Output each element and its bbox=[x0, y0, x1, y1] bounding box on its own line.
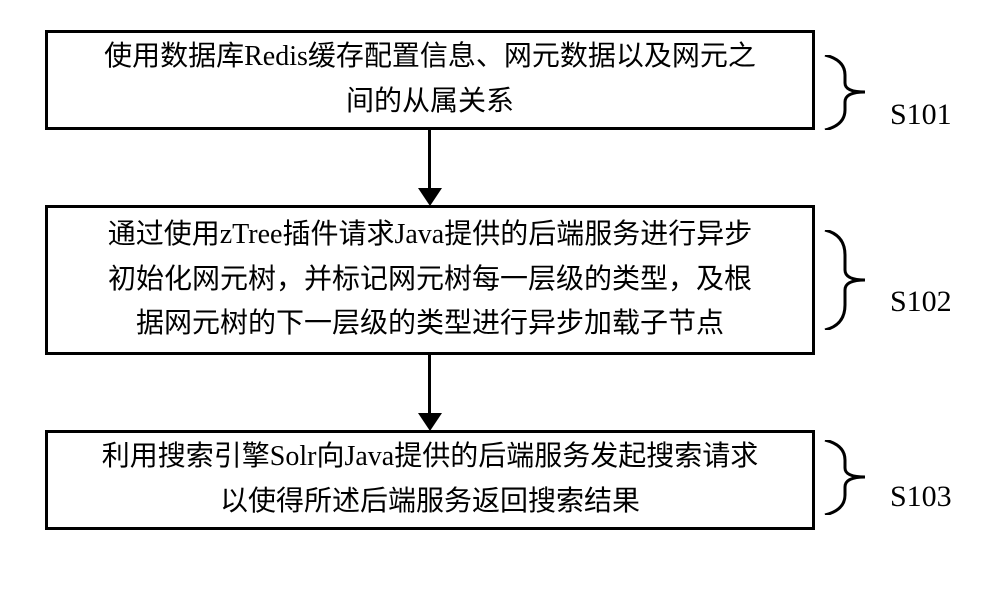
step-label-1: S101 bbox=[890, 98, 952, 132]
arrow-2-line bbox=[428, 355, 431, 415]
step-2-line2: 初始化网元树，并标记网元树每一层级的类型，及根 bbox=[108, 264, 752, 295]
step-label-2: S102 bbox=[890, 285, 952, 319]
step-1-line2: 间的从属关系 bbox=[346, 86, 514, 117]
step-2-line3: 据网元树的下一层级的类型进行异步加载子节点 bbox=[136, 308, 724, 339]
step-box-2: 通过使用zTree插件请求Java提供的后端服务进行异步 初始化网元树，并标记网… bbox=[45, 205, 815, 355]
step-2-line1: 通过使用zTree插件请求Java提供的后端服务进行异步 bbox=[108, 219, 752, 250]
arrow-2-head bbox=[418, 413, 442, 431]
step-2-text: 通过使用zTree插件请求Java提供的后端服务进行异步 初始化网元树，并标记网… bbox=[108, 213, 752, 347]
curly-brace-1 bbox=[820, 55, 890, 130]
flowchart-canvas: 使用数据库Redis缓存配置信息、网元数据以及网元之 间的从属关系 S101 通… bbox=[0, 0, 1000, 593]
step-label-3: S103 bbox=[890, 480, 952, 514]
step-1-line1: 使用数据库Redis缓存配置信息、网元数据以及网元之 bbox=[104, 41, 756, 72]
arrow-1-head bbox=[418, 188, 442, 206]
step-box-3: 利用搜索引擎Solr向Java提供的后端服务发起搜索请求 以使得所述后端服务返回… bbox=[45, 430, 815, 530]
step-3-text: 利用搜索引擎Solr向Java提供的后端服务发起搜索请求 以使得所述后端服务返回… bbox=[102, 435, 758, 525]
curly-brace-2 bbox=[820, 230, 890, 330]
arrow-1-line bbox=[428, 130, 431, 190]
step-3-line1: 利用搜索引擎Solr向Java提供的后端服务发起搜索请求 bbox=[102, 441, 758, 472]
curly-brace-3 bbox=[820, 440, 890, 515]
step-box-1: 使用数据库Redis缓存配置信息、网元数据以及网元之 间的从属关系 bbox=[45, 30, 815, 130]
step-3-line2: 以使得所述后端服务返回搜索结果 bbox=[220, 486, 640, 517]
step-1-text: 使用数据库Redis缓存配置信息、网元数据以及网元之 间的从属关系 bbox=[104, 35, 756, 125]
